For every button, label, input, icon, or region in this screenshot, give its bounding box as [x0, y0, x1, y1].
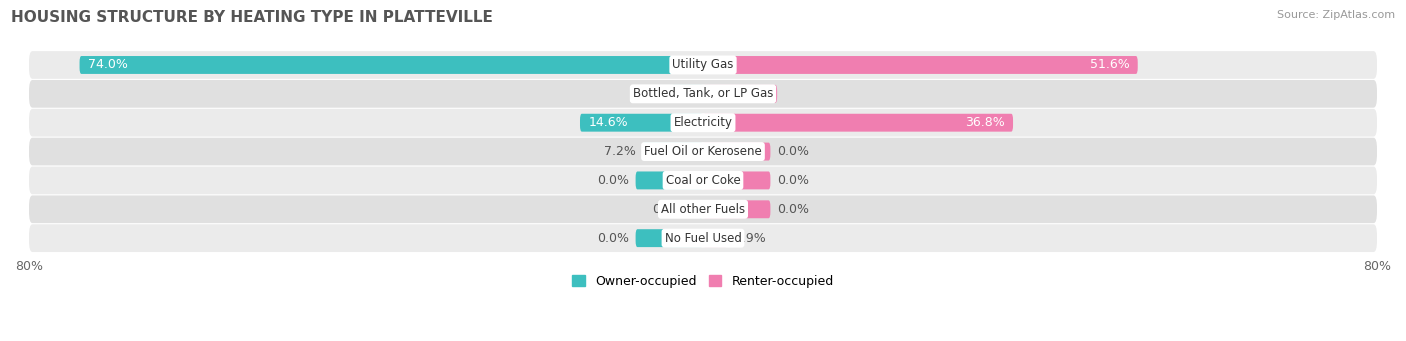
Text: Fuel Oil or Kerosene: Fuel Oil or Kerosene — [644, 145, 762, 158]
Text: 8.8%: 8.8% — [737, 87, 769, 100]
Text: 7.2%: 7.2% — [603, 145, 636, 158]
Text: 74.0%: 74.0% — [89, 58, 128, 72]
FancyBboxPatch shape — [672, 85, 703, 103]
Text: Bottled, Tank, or LP Gas: Bottled, Tank, or LP Gas — [633, 87, 773, 100]
FancyBboxPatch shape — [636, 172, 703, 189]
Text: Coal or Coke: Coal or Coke — [665, 174, 741, 187]
Text: Source: ZipAtlas.com: Source: ZipAtlas.com — [1277, 10, 1395, 20]
FancyBboxPatch shape — [30, 224, 1376, 252]
Text: 0.0%: 0.0% — [778, 145, 808, 158]
FancyBboxPatch shape — [581, 114, 703, 132]
Text: No Fuel Used: No Fuel Used — [665, 232, 741, 244]
Text: 36.8%: 36.8% — [965, 116, 1005, 129]
Legend: Owner-occupied, Renter-occupied: Owner-occupied, Renter-occupied — [568, 270, 838, 293]
FancyBboxPatch shape — [80, 56, 703, 74]
FancyBboxPatch shape — [30, 51, 1376, 79]
FancyBboxPatch shape — [703, 201, 770, 218]
Text: 51.6%: 51.6% — [1090, 58, 1129, 72]
Text: All other Fuels: All other Fuels — [661, 203, 745, 216]
FancyBboxPatch shape — [703, 143, 770, 161]
Text: 0.0%: 0.0% — [598, 174, 628, 187]
FancyBboxPatch shape — [703, 56, 1137, 74]
FancyBboxPatch shape — [30, 109, 1376, 136]
FancyBboxPatch shape — [30, 80, 1376, 108]
Text: 14.6%: 14.6% — [589, 116, 628, 129]
Text: 2.9%: 2.9% — [734, 232, 766, 244]
Text: Electricity: Electricity — [673, 116, 733, 129]
FancyBboxPatch shape — [703, 114, 1014, 132]
FancyBboxPatch shape — [643, 143, 703, 161]
Text: 0.0%: 0.0% — [598, 232, 628, 244]
FancyBboxPatch shape — [703, 229, 727, 247]
Text: 0.55%: 0.55% — [651, 203, 692, 216]
Text: HOUSING STRUCTURE BY HEATING TYPE IN PLATTEVILLE: HOUSING STRUCTURE BY HEATING TYPE IN PLA… — [11, 10, 494, 25]
FancyBboxPatch shape — [30, 138, 1376, 165]
FancyBboxPatch shape — [703, 172, 770, 189]
Text: 0.0%: 0.0% — [778, 174, 808, 187]
FancyBboxPatch shape — [30, 195, 1376, 223]
Text: 0.0%: 0.0% — [778, 203, 808, 216]
Text: Utility Gas: Utility Gas — [672, 58, 734, 72]
Text: 3.7%: 3.7% — [633, 87, 665, 100]
FancyBboxPatch shape — [703, 85, 778, 103]
FancyBboxPatch shape — [636, 229, 703, 247]
FancyBboxPatch shape — [699, 201, 703, 218]
FancyBboxPatch shape — [30, 166, 1376, 194]
